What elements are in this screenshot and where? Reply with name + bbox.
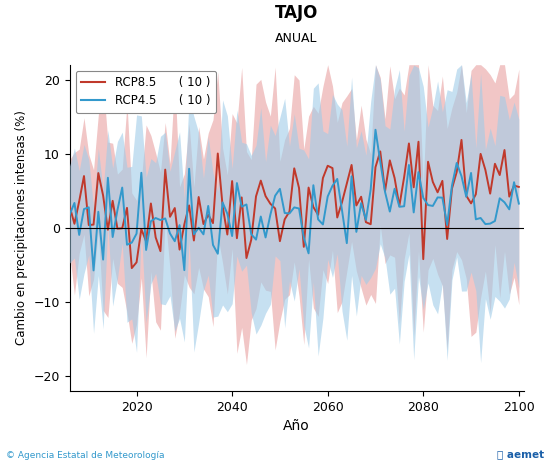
Text: © Agencia Estatal de Meteorología: © Agencia Estatal de Meteorología (6, 451, 164, 460)
Text: TAJO: TAJO (275, 4, 318, 22)
Text: ⓘ aemet: ⓘ aemet (497, 450, 544, 460)
Text: ANUAL: ANUAL (276, 32, 318, 45)
Legend: RCP8.5      ( 10 ), RCP4.5      ( 10 ): RCP8.5 ( 10 ), RCP4.5 ( 10 ) (75, 71, 216, 113)
X-axis label: Año: Año (283, 419, 310, 433)
Y-axis label: Cambio en precipitaciones intensas (%): Cambio en precipitaciones intensas (%) (15, 110, 28, 345)
